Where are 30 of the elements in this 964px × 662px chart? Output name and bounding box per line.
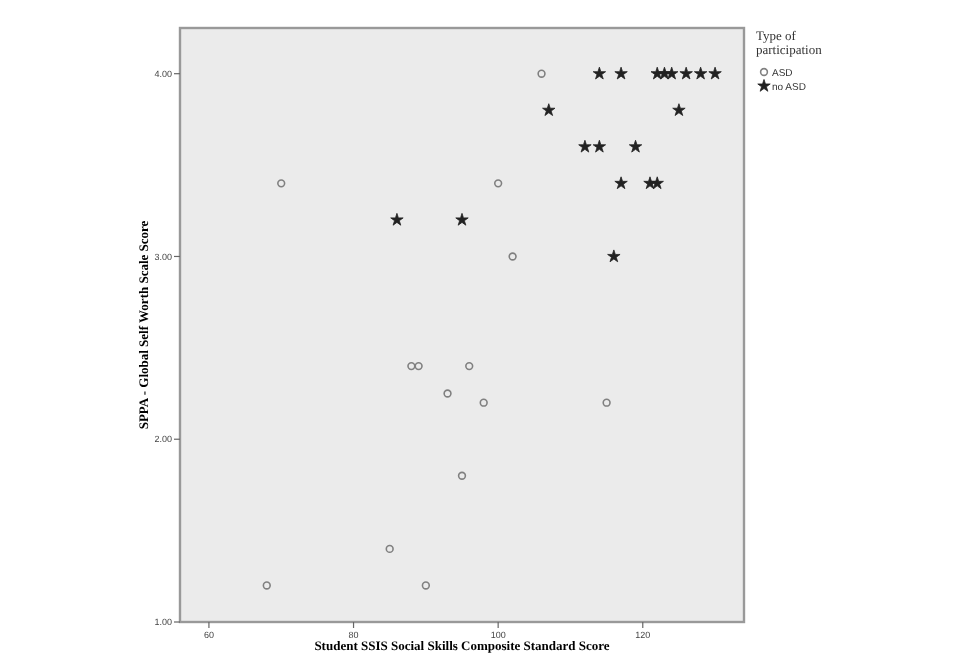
point: [650, 176, 664, 190]
point: [390, 212, 404, 226]
point: [455, 212, 469, 226]
point: [493, 179, 503, 188]
point: [443, 389, 452, 398]
point: [385, 544, 394, 554]
point: [407, 361, 416, 371]
point: [465, 361, 474, 371]
point: [479, 398, 488, 407]
point: [542, 103, 556, 116]
point: [277, 179, 286, 188]
point: [708, 66, 722, 80]
point: [537, 69, 546, 78]
point: [592, 139, 606, 153]
point: [262, 581, 271, 590]
point: [672, 103, 686, 116]
point: [414, 361, 423, 371]
point: [614, 176, 628, 190]
point: [628, 139, 643, 153]
point: [457, 471, 467, 480]
point: [614, 66, 628, 80]
point: [679, 66, 693, 80]
point: [578, 139, 592, 153]
point: [694, 66, 708, 80]
point: [421, 581, 431, 590]
point: [665, 66, 679, 80]
point: [602, 398, 611, 407]
point: [508, 252, 517, 261]
point: [607, 249, 621, 263]
point: [592, 66, 606, 80]
